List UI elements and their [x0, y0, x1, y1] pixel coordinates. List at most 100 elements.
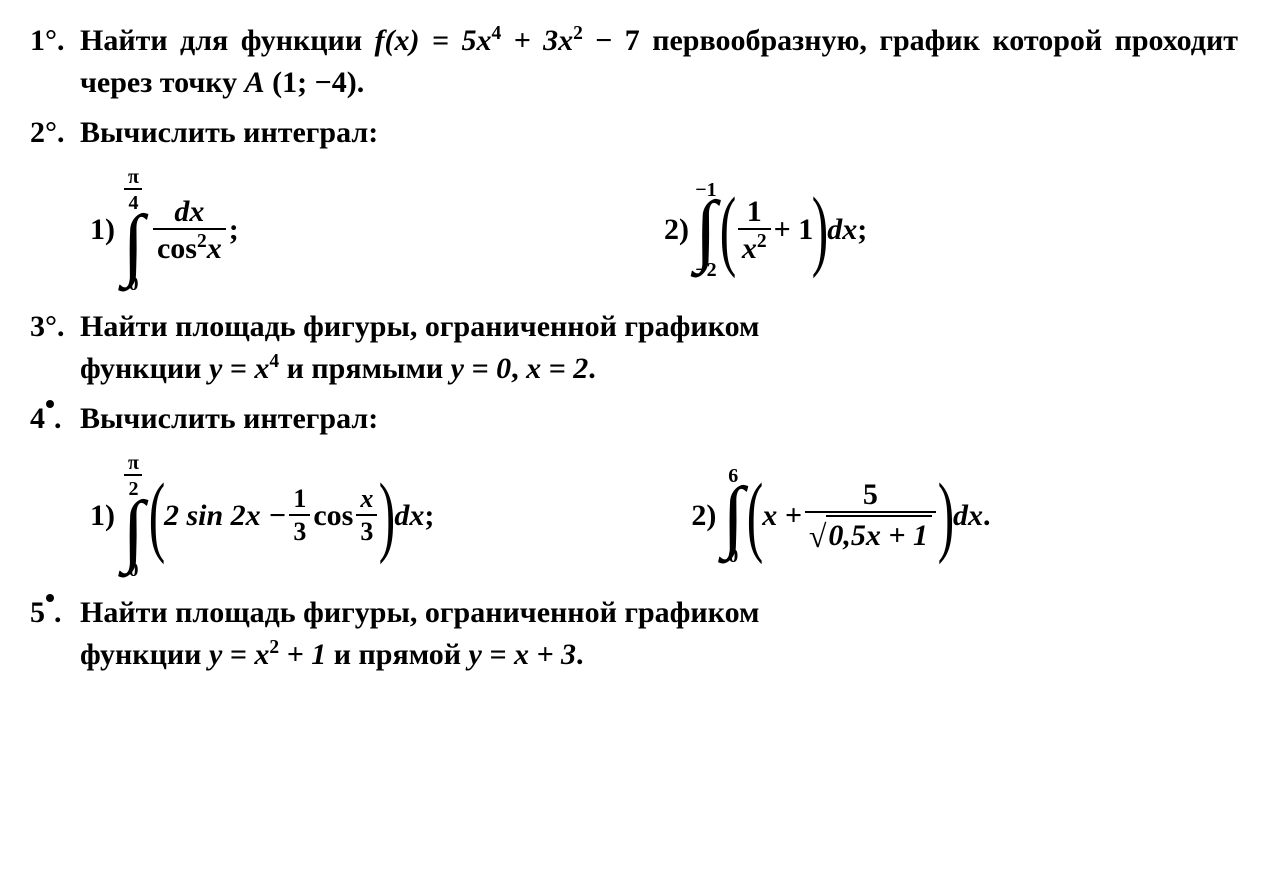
exercise-list: 1°. Найти для функции f(x) = 5x4 + 3x2 −…	[0, 0, 1268, 704]
dx: dx	[394, 495, 424, 537]
problem-4: 4. Вычислить интеграл:	[30, 398, 1238, 440]
sqrt: √ 0,5x + 1	[809, 515, 932, 552]
integral-symbol: 6 ∫ 0	[722, 466, 744, 566]
eq1-post: + 1	[279, 638, 326, 671]
eq2: y = 0	[451, 352, 511, 385]
problem-text: Найти площадь фигуры, ограниченной графи…	[80, 592, 1238, 676]
lower-limit: 0	[128, 560, 138, 580]
point-label: A	[245, 66, 265, 99]
eq2: y = x + 3	[469, 638, 577, 671]
dx: dx	[827, 209, 857, 251]
problem-number: 5.	[30, 592, 80, 634]
sub-label: 2)	[691, 495, 716, 537]
integral: −1 ∫ −2 ( 1 x2 + 1 ) dx	[695, 180, 857, 280]
integrand-fraction: dx cos2x	[153, 195, 226, 265]
suffix: .	[54, 596, 62, 629]
den: cos2x	[153, 228, 226, 265]
term: − 7	[583, 24, 640, 57]
paren-close-icon: )	[379, 480, 395, 552]
lower-limit: 0	[728, 546, 738, 566]
integrand-fraction: 1 x2	[738, 195, 771, 265]
num: 4	[30, 402, 45, 435]
problem-text: Найти для функции f(x) = 5x4 + 3x2 − 7 п…	[80, 20, 1238, 104]
text: Найти для функции	[80, 24, 375, 57]
num: 1	[743, 195, 766, 228]
radical-icon: √	[809, 520, 827, 552]
integral: 6 ∫ 0 ( x + 5 √ 0,5x + 1 ) dx	[722, 466, 983, 566]
line2-pre: функции	[80, 352, 209, 385]
den: x2	[738, 228, 771, 265]
term1: x +	[762, 495, 802, 537]
problem-title: Вычислить интеграл:	[80, 398, 1238, 440]
den: 3	[289, 514, 310, 547]
term: + 3x	[501, 24, 573, 57]
num: π	[124, 452, 143, 474]
integral: π 2 ∫ 0 ( 2 sin 2x − 1 3 cos x 3	[121, 452, 424, 580]
eq1-exp: 4	[269, 351, 279, 372]
lower-limit: 0	[128, 274, 138, 294]
integral: π 4 ∫ 0 dx cos2x	[121, 166, 229, 294]
num: 1	[289, 485, 310, 514]
term: 5x	[461, 24, 491, 57]
frac-1-3: 1 3	[289, 485, 310, 546]
subitem-4-2: 2) 6 ∫ 0 ( x + 5 √ 0,5x + 1	[691, 466, 1238, 566]
eq3: x = 2	[526, 352, 588, 385]
paren-close-icon: )	[812, 194, 828, 266]
line2-mid: и прямой	[334, 638, 469, 671]
eq1-lhs: y = x	[209, 638, 269, 671]
filled-bullet-icon	[46, 400, 54, 408]
sep: ,	[511, 352, 526, 385]
paren-close-icon: )	[938, 480, 954, 552]
suffix: .	[54, 402, 62, 435]
end: .	[576, 638, 584, 671]
frac-5-sqrt: 5 √ 0,5x + 1	[805, 478, 936, 554]
num: 5	[859, 478, 882, 511]
subitem-2-1: 1) π 4 ∫ 0 dx cos2x	[90, 166, 664, 294]
subitem-2-2: 2) −1 ∫ −2 ( 1 x2 + 1 ) dx ;	[664, 180, 1238, 280]
problem-text: Найти площадь фигуры, ограниченной графи…	[80, 306, 1238, 390]
point-coords: (1; −4).	[265, 66, 365, 99]
eq1-exp: 2	[269, 637, 279, 658]
tail: ;	[229, 209, 239, 251]
den-pre: cos	[157, 232, 197, 265]
frac-x-3: x 3	[356, 485, 377, 546]
num: dx	[170, 195, 208, 228]
filled-bullet-icon	[46, 594, 54, 602]
integral-sign-icon: ∫	[722, 484, 744, 548]
problem-title: Вычислить интеграл:	[80, 112, 1238, 154]
problem-3: 3°. Найти площадь фигуры, ограниченной г…	[30, 306, 1238, 390]
integral-symbol: −1 ∫ −2	[695, 180, 717, 280]
line2-mid: и прямыми	[287, 352, 451, 385]
den-exp: 2	[757, 231, 767, 252]
lower-limit: −2	[695, 260, 716, 280]
problem-5: 5. Найти площадь фигуры, ограниченной гр…	[30, 592, 1238, 676]
num: x	[356, 485, 377, 514]
radicand: 0,5x + 1	[826, 515, 932, 552]
line2-pre: функции	[80, 638, 209, 671]
problem-2-subitems: 1) π 4 ∫ 0 dx cos2x	[90, 166, 1238, 294]
num: 5	[30, 596, 45, 629]
problem-number: 4.	[30, 398, 80, 440]
problem-number: 3°.	[30, 306, 80, 348]
line1: Найти площадь фигуры, ограниченной графи…	[80, 310, 759, 343]
end: .	[588, 352, 596, 385]
eq1-lhs: y = x	[209, 352, 269, 385]
subitem-4-1: 1) π 2 ∫ 0 ( 2 sin 2x − 1 3	[90, 452, 691, 580]
tail: .	[983, 495, 991, 537]
tail: ;	[424, 495, 434, 537]
func-lhs: f(x) =	[375, 24, 462, 57]
term1: 2 sin 2x −	[164, 495, 286, 537]
line1: Найти площадь фигуры, ограниченной графи…	[80, 596, 759, 629]
paren-open-icon: (	[747, 480, 763, 552]
paren-open-icon: (	[720, 194, 736, 266]
plus-one: + 1	[774, 209, 814, 251]
integral-sign-icon: ∫	[123, 212, 145, 276]
problem-number: 2°.	[30, 112, 80, 154]
integral-symbol: π 2 ∫ 0	[121, 452, 146, 580]
integral-symbol: π 4 ∫ 0	[121, 166, 146, 294]
den-exp: 2	[197, 231, 207, 252]
den-post: x	[207, 232, 222, 265]
sub-label: 1)	[90, 209, 115, 251]
dx: dx	[953, 495, 983, 537]
integral-sign-icon: ∫	[123, 498, 145, 562]
